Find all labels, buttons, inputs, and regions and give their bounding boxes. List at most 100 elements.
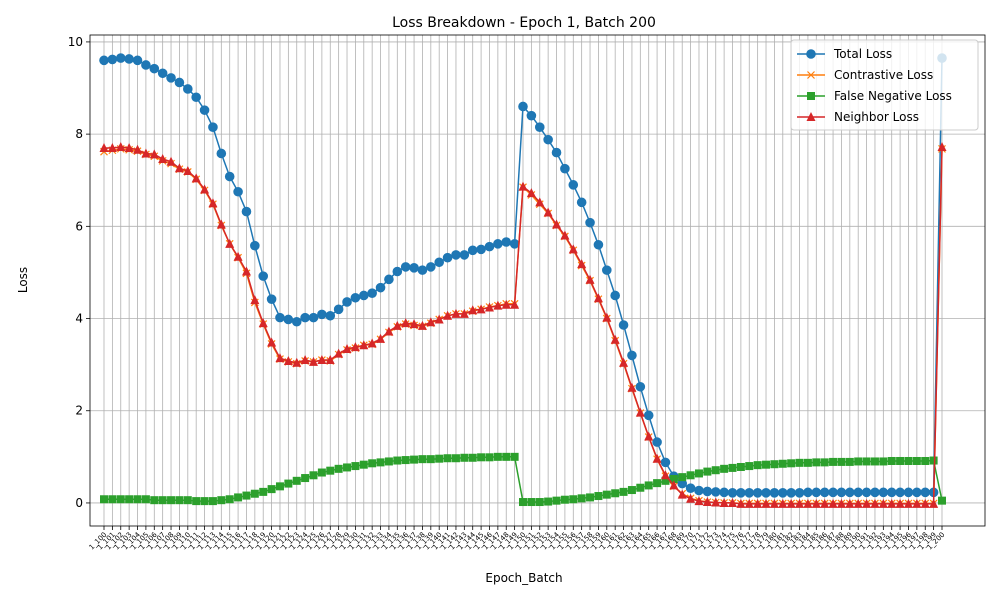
data-point-neighbor-loss: [903, 498, 913, 508]
data-point-total-loss: [643, 410, 654, 421]
data-point-neighbor-loss: [669, 480, 679, 490]
data-point-neighbor-loss: [493, 300, 503, 310]
data-point-false-negative-loss: [334, 464, 343, 473]
data-point-total-loss: [467, 245, 478, 256]
data-point-false-negative-loss: [653, 479, 662, 488]
legend: Total Loss Contrastive Loss False Negative…: [790, 39, 979, 131]
data-point-total-loss: [509, 239, 520, 249]
data-point-false-negative-loss: [116, 495, 125, 504]
data-point-total-loss: [183, 84, 193, 94]
data-point-total-loss: [283, 314, 294, 325]
y-axis: 0 2 4 6 8 10: [68, 35, 90, 510]
series-neighbor-loss: [99, 142, 947, 508]
data-point-false-negative-loss: [150, 496, 159, 505]
data-point-false-negative-loss: [141, 495, 150, 504]
data-point-neighbor-loss: [426, 317, 436, 327]
data-point-neighbor-loss: [183, 166, 193, 176]
data-point-neighbor-loss: [376, 333, 386, 343]
data-point-total-loss: [719, 487, 729, 498]
data-point-neighbor-loss: [367, 338, 377, 348]
data-point-false-negative-loss: [678, 473, 687, 482]
legend-marker: [806, 49, 816, 59]
data-point-false-negative-loss: [586, 493, 595, 502]
data-point-neighbor-loss: [627, 382, 637, 392]
data-point-neighbor-loss: [158, 154, 168, 164]
data-point-neighbor-loss: [543, 207, 553, 217]
data-point-total-loss: [576, 197, 587, 208]
data-point-false-negative-loss: [208, 497, 217, 506]
data-point-false-negative-loss: [477, 453, 486, 462]
data-point-neighbor-loss: [233, 251, 243, 261]
data-point-false-negative-loss: [627, 486, 636, 495]
data-point-false-negative-loss: [728, 463, 737, 472]
data-point-false-negative-loss: [544, 497, 553, 506]
data-point-false-negative-loss: [167, 496, 176, 505]
data-point-total-loss: [543, 134, 553, 145]
data-point-neighbor-loss: [602, 312, 612, 322]
data-point-total-loss: [392, 266, 403, 277]
data-point-neighbor-loss: [174, 163, 184, 173]
data-point-total-loss: [501, 237, 512, 247]
data-point-neighbor-loss: [309, 356, 318, 366]
data-point-total-loss: [434, 257, 445, 268]
data-point-false-negative-loss: [753, 461, 762, 470]
data-point-false-negative-loss: [569, 495, 578, 504]
data-point-false-negative-loss: [778, 459, 787, 468]
data-point-total-loss: [258, 271, 269, 281]
data-point-false-negative-loss: [602, 490, 611, 499]
data-point-false-negative-loss: [468, 453, 477, 462]
data-point-neighbor-loss: [593, 293, 603, 303]
data-point-total-loss: [141, 60, 151, 70]
y-axis-label: Loss: [16, 267, 30, 293]
data-point-neighbor-loss: [677, 489, 687, 499]
data-point-false-negative-loss: [125, 495, 134, 504]
data-point-false-negative-loss: [611, 489, 620, 498]
data-point-false-negative-loss: [854, 457, 863, 466]
data-point-total-loss: [811, 487, 822, 498]
x-axis: 1_1001_1011_1021_1031_1041_1051_1061_107…: [88, 526, 946, 551]
data-point-total-loss: [400, 262, 411, 272]
data-point-neighbor-loss: [468, 305, 478, 315]
data-point-neighbor-loss: [702, 497, 712, 507]
legend-entry-false-negative-loss: False Negative Loss: [797, 89, 952, 103]
data-point-false-negative-loss: [921, 456, 930, 465]
data-point-total-loss: [769, 488, 780, 498]
data-point-neighbor-loss: [585, 274, 595, 284]
data-point-neighbor-loss: [141, 148, 151, 158]
data-point-false-negative-loss: [502, 452, 511, 461]
data-point-neighbor-loss: [350, 342, 360, 352]
data-point-total-loss: [99, 55, 109, 66]
data-point-total-loss: [493, 239, 503, 249]
data-point-false-negative-loss: [376, 458, 385, 467]
data-point-neighbor-loss: [434, 314, 444, 324]
data-point-total-loss: [250, 240, 260, 251]
data-point-total-loss: [157, 68, 168, 79]
y-tick-label: 10: [68, 35, 83, 49]
data-point-total-loss: [409, 263, 419, 273]
data-point-neighbor-loss: [510, 299, 520, 309]
data-point-total-loss: [685, 483, 696, 493]
data-point-false-negative-loss: [862, 457, 871, 466]
data-point-total-loss: [627, 350, 637, 361]
data-point-total-loss: [107, 54, 118, 65]
data-point-false-negative-loss: [284, 479, 293, 488]
data-point-false-negative-loss: [787, 459, 796, 468]
data-point-total-loss: [903, 487, 914, 498]
data-point-total-loss: [895, 487, 905, 498]
data-point-false-negative-loss: [393, 456, 402, 465]
data-point-neighbor-loss: [568, 244, 578, 254]
data-point-neighbor-loss: [342, 343, 352, 353]
data-point-false-negative-loss: [259, 487, 268, 496]
data-point-neighbor-loss: [133, 144, 143, 154]
data-point-false-negative-loss: [451, 454, 460, 463]
x-axis-label: Epoch_Batch: [485, 571, 562, 585]
data-point-neighbor-loss: [417, 320, 427, 330]
data-point-total-loss: [384, 274, 394, 285]
data-point-total-loss: [635, 381, 646, 392]
data-point-total-loss: [878, 487, 889, 498]
data-point-false-negative-loss: [426, 455, 435, 464]
data-point-false-negative-loss: [100, 495, 108, 504]
data-point-total-loss: [266, 294, 277, 304]
data-point-neighbor-loss: [820, 498, 830, 508]
data-point-neighbor-loss: [870, 498, 880, 508]
